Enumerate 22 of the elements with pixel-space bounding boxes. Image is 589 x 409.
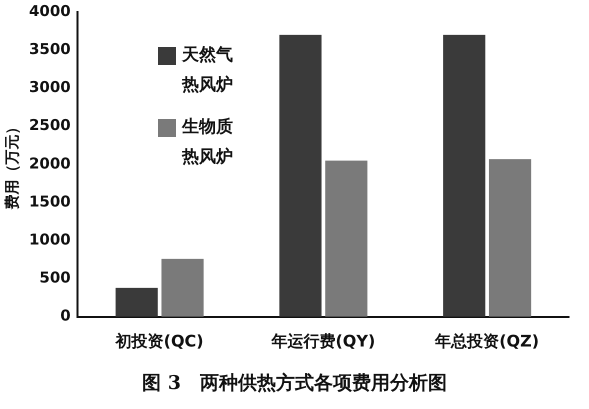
x-tick-label: 年运行费(QY) bbox=[270, 332, 376, 351]
y-tick-label: 2500 bbox=[29, 116, 71, 134]
bar bbox=[279, 34, 322, 317]
bar bbox=[325, 160, 368, 317]
text: 图 3 两种供热方式各项费用分析图 bbox=[141, 371, 448, 396]
bar bbox=[443, 34, 486, 317]
y-axis-title: 费用（万元） bbox=[2, 119, 21, 210]
x-tick-label: 初投资(QC) bbox=[114, 332, 204, 351]
legend-label: 天然气热风炉 bbox=[182, 44, 234, 97]
y-tick-label: 1000 bbox=[29, 230, 71, 248]
y-tick-label: 1500 bbox=[29, 192, 71, 210]
y-tick-label: 3500 bbox=[29, 40, 71, 58]
y-tick-label: 500 bbox=[39, 268, 71, 287]
y-tick-label: 3000 bbox=[29, 78, 71, 96]
legend-label: 生物质热风炉 bbox=[182, 116, 234, 169]
y-tick-label: 4000 bbox=[29, 2, 71, 20]
bar bbox=[116, 288, 158, 317]
bar bbox=[161, 258, 204, 317]
y-tick-label: 0 bbox=[60, 306, 71, 325]
x-tick-label: 年总投资(QZ) bbox=[434, 332, 540, 351]
y-tick-label: 2000 bbox=[29, 154, 71, 172]
bar bbox=[488, 159, 532, 317]
